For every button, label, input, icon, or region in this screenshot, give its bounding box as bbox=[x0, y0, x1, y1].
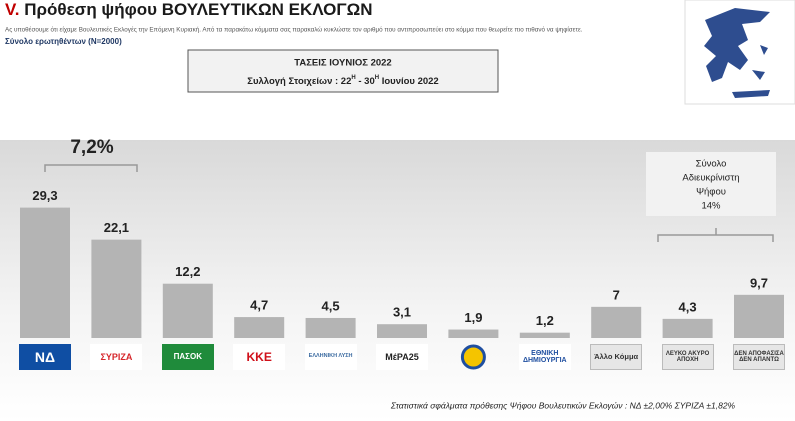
bar bbox=[662, 318, 713, 338]
bracket bbox=[657, 228, 774, 242]
bar bbox=[91, 239, 142, 338]
bar bbox=[591, 306, 642, 338]
bar bbox=[734, 294, 784, 338]
value-label: 4,3 bbox=[679, 299, 697, 314]
info-box bbox=[187, 49, 499, 93]
party-logo: ΔΕΝ ΑΠΟΦΑΣΙΣΑ ΔΕΝ ΑΠΑΝΤΩ bbox=[733, 344, 785, 370]
bar bbox=[377, 324, 427, 338]
collection-text: Συλλογή Στοιχείων : 22 bbox=[247, 76, 351, 87]
value-label: 29,3 bbox=[32, 188, 57, 203]
box-collection: Συλλογή Στοιχείων : 22Η - 30Η Ιουνίου 20… bbox=[247, 75, 438, 87]
value-label: 3,1 bbox=[393, 305, 411, 320]
superscript: Η bbox=[351, 75, 355, 81]
party-logo: ΠΑΣΟΚ bbox=[161, 344, 214, 370]
party-logo: ΕΘΝΙΚΗ ΔΗΜΙΟΥΡΓΙΑ bbox=[518, 344, 571, 370]
title-text: Πρόθεση ψήφου ΒΟΥΛΕΥΤΙΚΩΝ ΕΚΛΟΓΩΝ bbox=[24, 0, 372, 19]
party-logo: ΝΔ bbox=[19, 344, 71, 370]
bar bbox=[305, 317, 356, 338]
value-label: 22,1 bbox=[104, 220, 129, 235]
bar bbox=[519, 332, 570, 338]
bar bbox=[448, 329, 499, 338]
collection-text: Ιουνίου 2022 bbox=[379, 76, 439, 87]
bar bbox=[234, 317, 285, 338]
party-logo: ΣΥΡΙΖΑ bbox=[90, 344, 143, 370]
undecided-text: Ψήφου bbox=[696, 187, 726, 198]
bar bbox=[20, 207, 70, 338]
footnote: Στατιστικά σφάλματα πρόθεσης Ψήφου Βουλε… bbox=[390, 400, 736, 410]
bar bbox=[162, 283, 213, 338]
collection-text: - 30 bbox=[356, 76, 375, 87]
party-logo: ΚΚΕ bbox=[233, 344, 286, 370]
title: V. Πρόθεση ψήφου ΒΟΥΛΕΥΤΙΚΩΝ ΕΚΛΟΓΩΝ bbox=[5, 0, 372, 19]
value-label: 7 bbox=[613, 287, 620, 302]
value-label: 12,2 bbox=[175, 264, 200, 279]
undecided-text: Αδιευκρίνιστη bbox=[682, 173, 739, 184]
sample: Σύνολο ερωτηθέντων (Ν=2000) bbox=[5, 37, 122, 46]
undecided-text: 14% bbox=[701, 201, 721, 212]
value-label: 9,7 bbox=[750, 275, 768, 290]
party-logo bbox=[460, 344, 486, 370]
undecided-text: Σύνολο bbox=[696, 159, 727, 170]
undecided-box bbox=[646, 152, 776, 216]
party-logo: ΛΕΥΚΟ ΑΚΥΡΟ ΑΠΟΧΗ bbox=[661, 344, 714, 370]
title-prefix: V. bbox=[5, 0, 20, 19]
gap-annotation: 7,2% bbox=[70, 137, 113, 158]
greece-map bbox=[704, 8, 770, 98]
party-logo: ΕΛΛΗΝΙΚΗ ΛΥΣΗ bbox=[304, 344, 357, 370]
party-logo: ΜέΡΑ25 bbox=[376, 344, 428, 370]
value-label: 1,9 bbox=[464, 310, 482, 325]
party-logo: Άλλο Κόμμα bbox=[590, 344, 643, 370]
box-title: ΤΑΣΕΙΣ ΙΟΥΝΙΟΣ 2022 bbox=[294, 58, 391, 69]
value-label: 4,7 bbox=[250, 298, 268, 313]
superscript: Η bbox=[375, 75, 379, 81]
value-label: 1,2 bbox=[536, 313, 554, 328]
subtitle: Ας υποθέσουμε ότι είχαμε Βουλευτικές Εκλ… bbox=[5, 26, 583, 34]
bracket bbox=[44, 164, 138, 172]
value-label: 4,5 bbox=[322, 298, 340, 313]
